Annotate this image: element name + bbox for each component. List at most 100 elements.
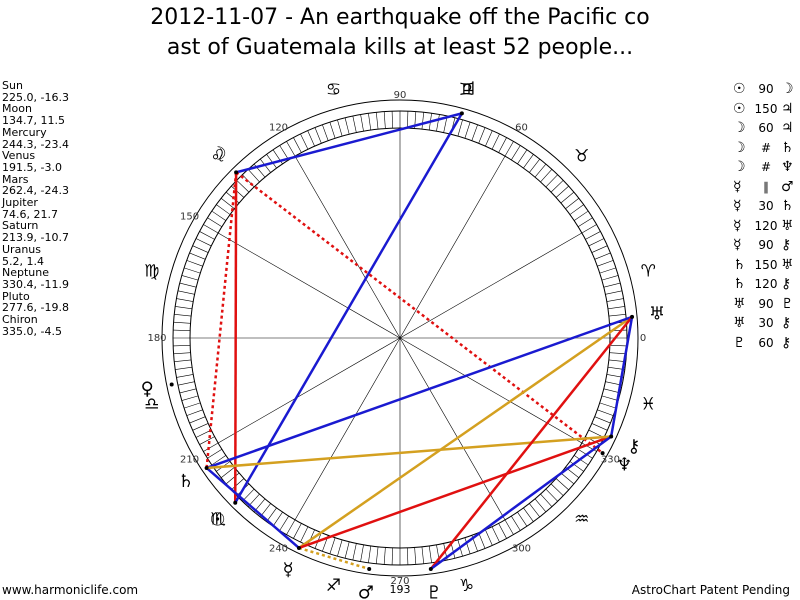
aspect-type: 120: [754, 218, 778, 233]
tick: [606, 298, 624, 302]
tick: [581, 224, 597, 234]
tick: [175, 306, 193, 310]
tick: [174, 313, 192, 317]
spokes: [190, 128, 610, 548]
aspect-line: [206, 315, 633, 470]
aspect-row: ☿ ∥ ♂: [733, 178, 794, 198]
tick: [337, 539, 343, 557]
tick: [203, 224, 219, 234]
tick: [591, 423, 608, 431]
tick: [609, 345, 627, 347]
aspect-row: ♄ 120 ⚷: [733, 275, 794, 295]
tick: [179, 388, 197, 394]
tick: [485, 130, 493, 147]
tick: [368, 113, 372, 131]
degree-label: 240: [269, 543, 288, 554]
tick: [211, 210, 227, 221]
tick: [173, 329, 191, 331]
aspect-row: ☽ 60 ♃: [733, 119, 794, 139]
sign-glyph: ♎: [144, 395, 159, 415]
tick: [186, 260, 203, 267]
tick: [498, 523, 507, 539]
aspect-lines: [205, 112, 634, 571]
planet-glyph: ♇: [426, 583, 442, 600]
planet-coords: 134.7, 11.5: [2, 114, 65, 128]
sign-glyph: ♒: [574, 510, 589, 530]
tick: [344, 541, 350, 559]
tick: [266, 507, 277, 522]
aspect-line: [205, 467, 300, 549]
planet-coords: 244.3, -23.4: [2, 137, 69, 151]
aspect-p2: ♂: [781, 178, 794, 195]
aspect-row: ☽ # ♆: [733, 158, 794, 178]
tick: [181, 395, 199, 401]
tick: [594, 416, 611, 424]
tick: [300, 133, 309, 150]
tick: [247, 169, 260, 183]
tick: [199, 436, 215, 445]
tick: [266, 154, 277, 169]
planet-glyph: ♀: [141, 378, 154, 399]
aspect-row: ☉ 150 ♃: [733, 100, 794, 120]
tick: [360, 544, 364, 562]
aspect-type: 30: [758, 316, 774, 330]
tick: [523, 154, 534, 169]
planet-coords: 225.0, -16.3: [2, 90, 69, 104]
aspect-p2: ♄: [781, 198, 794, 214]
aspect-row: ☽ # ♄: [733, 139, 794, 159]
aspect-p2: ♅: [781, 256, 794, 273]
tick: [199, 231, 215, 240]
tick: [177, 381, 195, 386]
aspect-row: ☿ 90 ⚷: [733, 236, 794, 256]
tick: [573, 210, 589, 221]
tick: [607, 306, 625, 310]
planet-list: Sun 225.0, -16.3 Moon 134.7, 11.5 Mercury 244…: [2, 80, 69, 337]
tick: [577, 217, 593, 227]
tick: [471, 124, 478, 141]
planet-glyph: ♄: [178, 471, 194, 492]
tick: [591, 245, 608, 253]
planet-coords: 277.6, -19.8: [2, 301, 69, 315]
planet-point: [459, 111, 464, 116]
aspect-row: ♄ 150 ♅: [733, 256, 794, 276]
tick: [523, 507, 534, 522]
tick: [189, 416, 206, 424]
tick: [555, 478, 569, 491]
degree-label: 330: [601, 455, 620, 466]
aspect-line: [235, 112, 463, 174]
aspect-line: [298, 435, 612, 550]
sign-glyph: ♌: [211, 146, 226, 166]
tick: [272, 511, 283, 527]
tick: [569, 461, 584, 472]
tick: [175, 366, 193, 370]
planet-name: Saturn: [2, 219, 39, 233]
tick: [443, 115, 448, 133]
planet-glyph: ♅: [649, 304, 665, 325]
degree-label: 0: [640, 333, 646, 344]
tick: [517, 511, 528, 527]
aspect-type: #: [760, 140, 772, 155]
tick: [407, 111, 409, 129]
spoke: [294, 337, 401, 521]
planet-point: [233, 500, 238, 505]
tick: [555, 185, 569, 198]
tick: [329, 537, 336, 554]
aspect-row: ♅ 30 ⚷: [733, 314, 794, 334]
aspect-p2: ♆: [781, 159, 794, 175]
title-line: 2012-11-07 - An earthquake off the Pacif…: [150, 5, 649, 30]
aspect-list: ☉ 90 ☽ ☉ 150 ♃ ☽ 60 ♃ ☽ # ♄ ☽ # ♆ ☿ ∥ ♂ ☿ 30 ♄ ☿ 120 ♅ ☿ 90 ⚷ ♄ 150 ♅…: [733, 80, 794, 353]
planet-glyph: ♆: [616, 454, 632, 475]
aspect-p1: ☽: [733, 159, 746, 175]
tick: [307, 130, 315, 147]
spoke: [399, 155, 506, 339]
tick: [529, 503, 540, 518]
planet-name: Mercury: [2, 125, 47, 139]
tick: [585, 231, 601, 240]
sign-glyph: ♑: [459, 576, 474, 596]
aspect-p2: ♅: [781, 217, 794, 234]
aspect-p1: ♅: [733, 315, 746, 331]
spoke: [217, 337, 401, 444]
tick: [603, 388, 621, 394]
planet-glyph: ♂: [358, 583, 374, 600]
